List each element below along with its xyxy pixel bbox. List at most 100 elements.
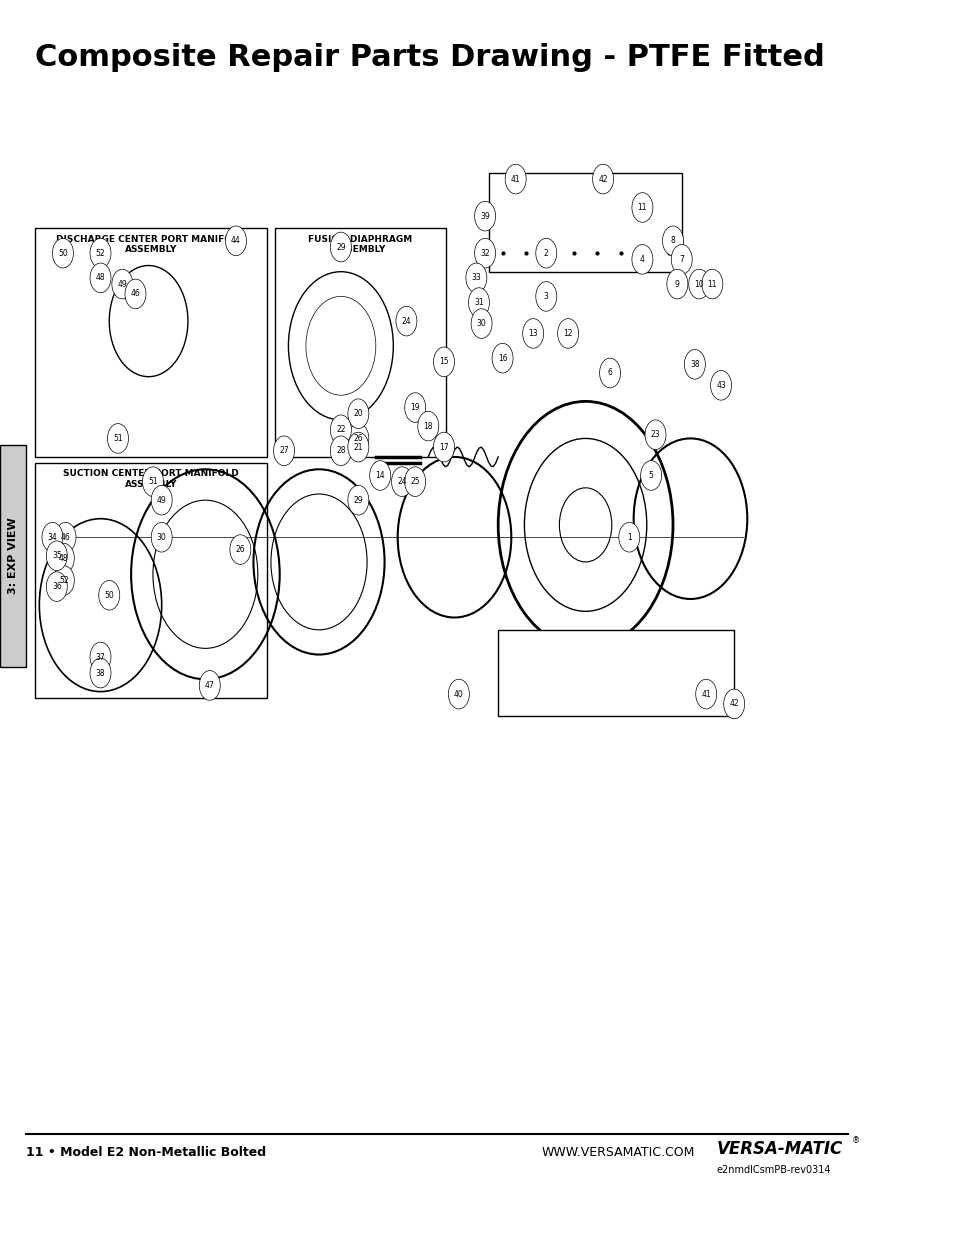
Text: 48: 48 xyxy=(59,553,69,563)
Text: 4: 4 xyxy=(639,254,644,264)
Bar xyxy=(489,173,681,272)
Text: 35: 35 xyxy=(51,551,62,561)
Circle shape xyxy=(433,347,454,377)
Bar xyxy=(35,228,266,457)
Text: 24: 24 xyxy=(401,316,411,326)
Text: 36: 36 xyxy=(51,582,62,592)
Text: 1: 1 xyxy=(626,532,631,542)
Text: 24: 24 xyxy=(396,477,406,487)
Circle shape xyxy=(640,461,661,490)
Circle shape xyxy=(42,522,63,552)
Circle shape xyxy=(666,269,687,299)
Circle shape xyxy=(348,399,369,429)
Text: 49: 49 xyxy=(156,495,167,505)
Circle shape xyxy=(536,282,557,311)
Circle shape xyxy=(55,522,76,552)
Text: 38: 38 xyxy=(95,668,105,678)
Text: 5: 5 xyxy=(648,471,653,480)
Circle shape xyxy=(125,279,146,309)
Circle shape xyxy=(448,679,469,709)
Text: 19: 19 xyxy=(410,403,419,412)
Circle shape xyxy=(90,658,111,688)
Circle shape xyxy=(723,689,744,719)
Text: 47: 47 xyxy=(205,680,214,690)
Text: 8: 8 xyxy=(670,236,675,246)
Circle shape xyxy=(404,467,425,496)
Text: 10: 10 xyxy=(694,279,703,289)
Circle shape xyxy=(230,535,251,564)
Text: 50: 50 xyxy=(104,590,114,600)
Text: 46: 46 xyxy=(61,532,71,542)
Circle shape xyxy=(471,309,492,338)
Circle shape xyxy=(370,461,391,490)
Circle shape xyxy=(90,238,111,268)
Text: 29: 29 xyxy=(354,495,363,505)
Circle shape xyxy=(688,269,709,299)
Text: 9: 9 xyxy=(674,279,679,289)
Circle shape xyxy=(522,319,543,348)
Text: 29: 29 xyxy=(335,242,345,252)
Text: 30: 30 xyxy=(156,532,167,542)
Bar xyxy=(497,630,734,716)
Text: 51: 51 xyxy=(148,477,157,487)
Circle shape xyxy=(558,319,578,348)
Circle shape xyxy=(683,350,704,379)
Bar xyxy=(275,228,445,457)
Text: 21: 21 xyxy=(354,442,363,452)
Circle shape xyxy=(348,485,369,515)
Circle shape xyxy=(695,679,716,709)
Circle shape xyxy=(199,671,220,700)
Text: 31: 31 xyxy=(474,298,483,308)
Circle shape xyxy=(468,288,489,317)
Text: 7: 7 xyxy=(679,254,683,264)
Circle shape xyxy=(47,572,68,601)
Circle shape xyxy=(348,432,369,462)
Text: VERSA-MATIC: VERSA-MATIC xyxy=(716,1140,842,1158)
Circle shape xyxy=(108,424,129,453)
Circle shape xyxy=(661,226,682,256)
Circle shape xyxy=(52,238,73,268)
Text: 46: 46 xyxy=(131,289,140,299)
Circle shape xyxy=(225,226,246,256)
Circle shape xyxy=(404,393,425,422)
Circle shape xyxy=(142,467,163,496)
Text: 26: 26 xyxy=(354,433,363,443)
Text: 3: EXP VIEW: 3: EXP VIEW xyxy=(9,517,18,594)
Text: 26: 26 xyxy=(235,545,245,555)
Bar xyxy=(35,463,266,698)
Circle shape xyxy=(151,485,172,515)
Text: 30: 30 xyxy=(476,319,486,329)
Text: 2: 2 xyxy=(543,248,548,258)
Text: 42: 42 xyxy=(729,699,739,709)
Text: 11: 11 xyxy=(637,203,646,212)
Circle shape xyxy=(465,263,486,293)
Circle shape xyxy=(536,238,557,268)
Circle shape xyxy=(47,541,68,571)
Circle shape xyxy=(417,411,438,441)
Text: 11 • Model E2 Non-Metallic Bolted: 11 • Model E2 Non-Metallic Bolted xyxy=(26,1146,266,1160)
Text: SUCTION CENTER PORT MANIFOLD
ASSEMBLY: SUCTION CENTER PORT MANIFOLD ASSEMBLY xyxy=(63,469,238,489)
Circle shape xyxy=(631,245,652,274)
Circle shape xyxy=(644,420,665,450)
Text: 11: 11 xyxy=(707,279,717,289)
Text: WWW.VERSAMATIC.COM: WWW.VERSAMATIC.COM xyxy=(541,1146,695,1160)
Circle shape xyxy=(90,263,111,293)
Text: 13: 13 xyxy=(528,329,537,338)
Circle shape xyxy=(710,370,731,400)
Text: 51: 51 xyxy=(113,433,123,443)
Text: 52: 52 xyxy=(59,576,69,585)
Text: ®: ® xyxy=(851,1136,860,1145)
Circle shape xyxy=(348,424,369,453)
Text: 15: 15 xyxy=(438,357,448,367)
Circle shape xyxy=(391,467,412,496)
Text: 14: 14 xyxy=(375,471,385,480)
Text: 34: 34 xyxy=(48,532,57,542)
Text: 41: 41 xyxy=(700,689,710,699)
Circle shape xyxy=(433,432,454,462)
Text: 48: 48 xyxy=(95,273,105,283)
Circle shape xyxy=(112,269,132,299)
Circle shape xyxy=(90,642,111,672)
Text: 22: 22 xyxy=(335,425,345,435)
Circle shape xyxy=(99,580,120,610)
Text: 28: 28 xyxy=(335,446,345,456)
